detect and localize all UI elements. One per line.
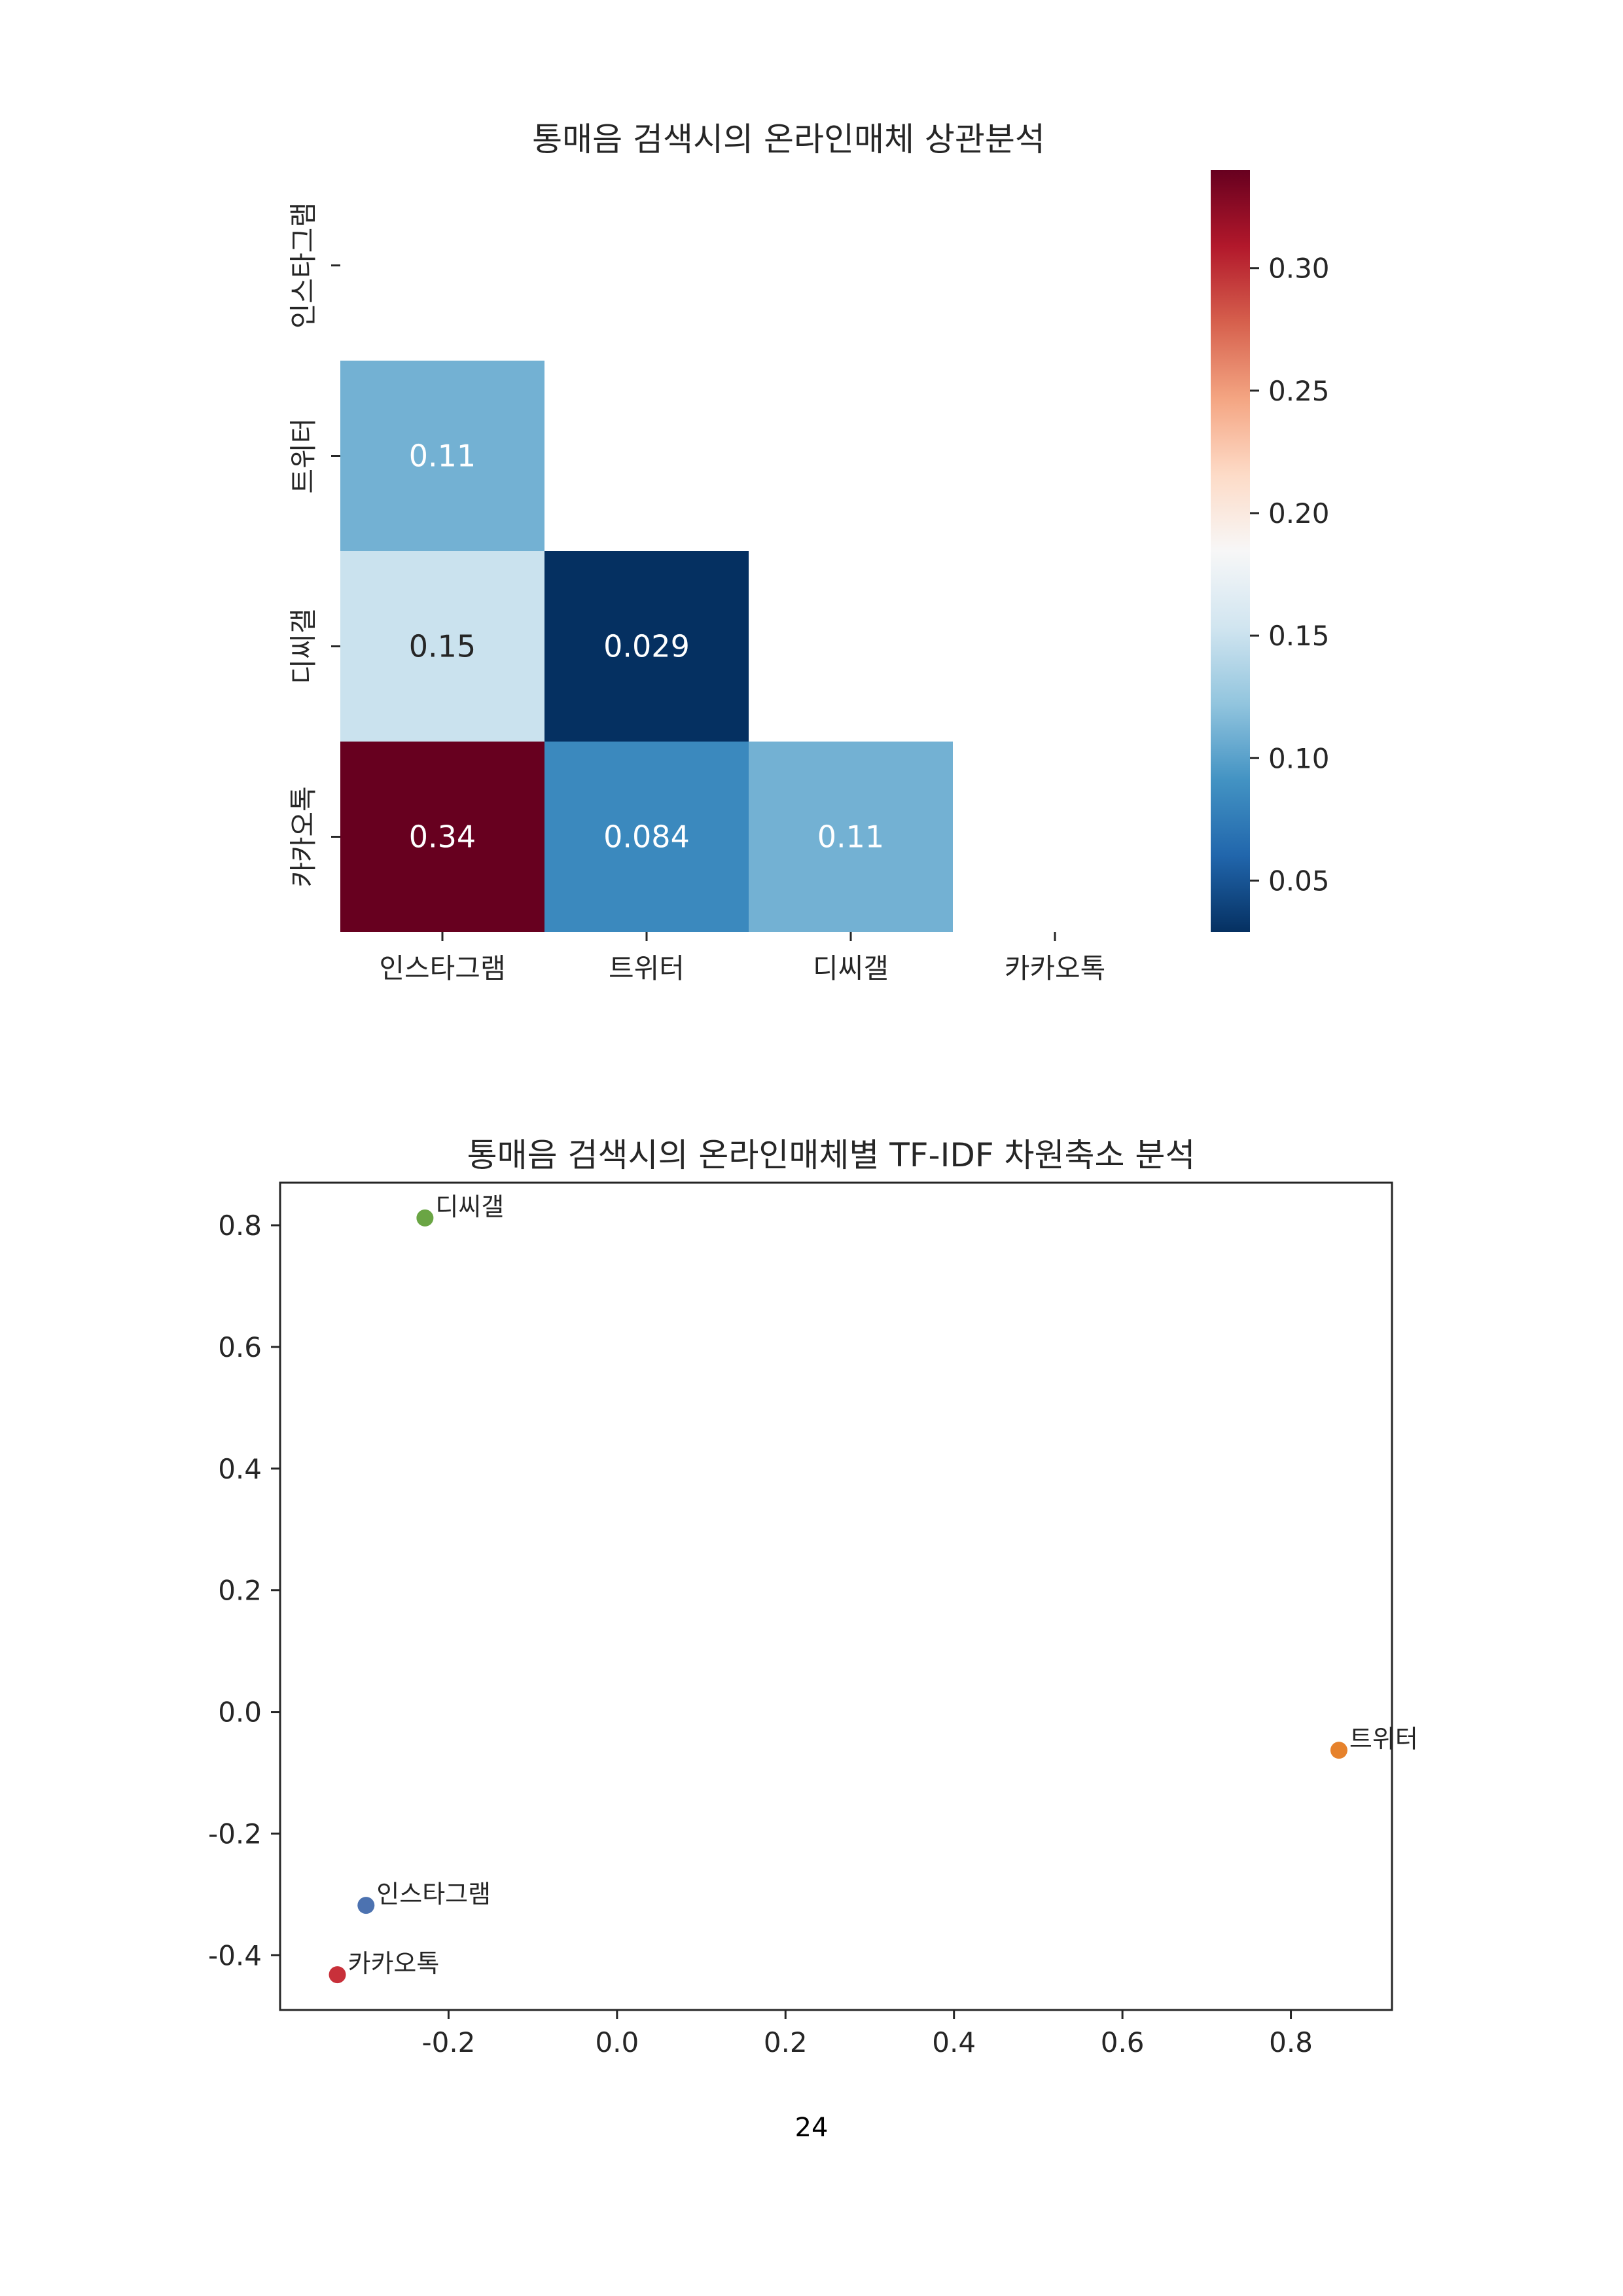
colorbar-tick-label: 0.30 (1268, 253, 1330, 285)
scatter-ytick-label: -0.2 (208, 1818, 262, 1850)
colorbar-tick-label: 0.05 (1268, 865, 1330, 897)
scatter-ytick-label: 0.6 (218, 1331, 262, 1363)
scatter-ytick-label: -0.4 (208, 1939, 262, 1971)
heatmap-ytick-label: 카카오톡 (287, 786, 319, 888)
scatter-ytick-label: 0.4 (218, 1453, 262, 1485)
scatter-xtick-label: 0.4 (932, 2026, 976, 2058)
heatmap-xtick-label: 인스타그램 (379, 952, 505, 984)
scatter-point (357, 1897, 375, 1914)
scatter-point-label: 인스타그램 (376, 1880, 491, 1909)
heatmap-cell-label: 0.11 (817, 819, 884, 855)
heatmap-xtick-label: 트위터 (609, 952, 685, 984)
scatter-title: 통매음 검색시의 온라인매체별 TF-IDF 차원축소 분석 (467, 1136, 1196, 1174)
heatmap-ytick-label: 트위터 (287, 418, 319, 494)
heatmap-ytick-label: 인스타그램 (287, 202, 319, 329)
colorbar (1211, 170, 1250, 932)
heatmap-cell (544, 742, 749, 932)
heatmap-title: 통매음 검색시의 온라인매체 상관분석 (532, 120, 1045, 158)
page-number: 24 (794, 2113, 829, 2143)
scatter-xtick-label: 0.8 (1269, 2026, 1313, 2058)
scatter-ytick-label: 0.2 (218, 1575, 262, 1607)
colorbar-tick-label: 0.25 (1268, 375, 1330, 407)
heatmap-cell (340, 551, 544, 742)
scatter-ytick-label: 0.0 (218, 1696, 262, 1729)
heatmap-ytick-label: 디씨갤 (287, 609, 319, 685)
scatter-xtick-label: 0.2 (764, 2026, 808, 2058)
scatter-point-label: 트위터 (1349, 1725, 1418, 1753)
colorbar-tick-label: 0.15 (1268, 620, 1330, 652)
colorbar-tick-label: 0.20 (1268, 497, 1330, 529)
scatter-point (329, 1966, 346, 1984)
scatter-point (416, 1209, 434, 1227)
heatmap-cell-label: 0.15 (409, 629, 476, 664)
heatmap-chart: 통매음 검색시의 온라인매체 상관분석 0.11 0.15 0.029 0.34 0.0… (287, 120, 1330, 984)
heatmap-cell (544, 551, 749, 742)
colorbar-tick-label: 0.10 (1268, 742, 1330, 774)
heatmap-cell (749, 742, 953, 932)
scatter-xtick-label: -0.2 (421, 2026, 475, 2058)
heatmap-cell-label: 0.34 (409, 819, 476, 855)
scatter-ytick-label: 0.8 (218, 1210, 262, 1242)
scatter-chart: 통매음 검색시의 온라인매체별 TF-IDF 차원축소 분석 -0.2 0.0 0.… (208, 1136, 1418, 2058)
heatmap-cell-label: 0.084 (603, 819, 690, 855)
heatmap-cell-label: 0.029 (603, 629, 690, 664)
heatmap-cell (340, 742, 544, 932)
heatmap-cell (340, 361, 544, 551)
scatter-point-label: 카카오톡 (348, 1949, 440, 1978)
heatmap-xtick-label: 카카오톡 (1005, 952, 1106, 984)
scatter-xtick-label: 0.0 (595, 2026, 639, 2058)
heatmap-xtick-label: 디씨갤 (813, 952, 889, 984)
scatter-point (1330, 1742, 1347, 1759)
scatter-point-label: 디씨갤 (435, 1193, 504, 1221)
scatter-axes-frame (279, 1181, 1393, 2011)
heatmap-cell-label: 0.11 (409, 439, 476, 474)
scatter-xtick-label: 0.6 (1101, 2026, 1145, 2058)
